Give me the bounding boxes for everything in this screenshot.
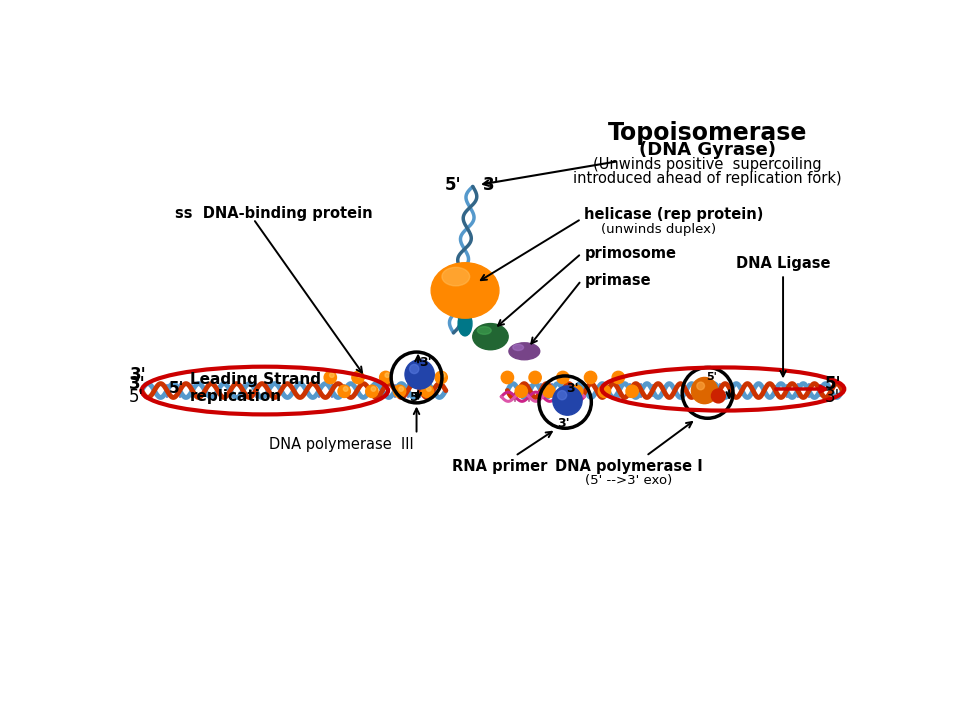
- Circle shape: [407, 372, 420, 384]
- Text: (DNA Gyrase): (DNA Gyrase): [639, 140, 776, 158]
- Text: ss  DNA-binding protein: ss DNA-binding protein: [175, 206, 372, 221]
- Text: 5': 5': [169, 381, 184, 396]
- Circle shape: [413, 373, 418, 377]
- Circle shape: [324, 372, 336, 384]
- Text: (unwinds duplex): (unwinds duplex): [601, 223, 716, 236]
- Text: RNA primer: RNA primer: [452, 459, 547, 474]
- Ellipse shape: [477, 327, 492, 334]
- Text: 3': 3': [825, 387, 840, 405]
- Circle shape: [410, 364, 419, 374]
- Circle shape: [435, 372, 447, 384]
- Circle shape: [697, 382, 705, 390]
- Text: DNA polymerase I: DNA polymerase I: [555, 459, 703, 474]
- Circle shape: [501, 372, 514, 384]
- Ellipse shape: [431, 263, 499, 318]
- Circle shape: [366, 385, 378, 397]
- Text: helicase (rep protein): helicase (rep protein): [585, 207, 764, 222]
- Circle shape: [542, 385, 555, 397]
- Ellipse shape: [472, 323, 508, 350]
- Ellipse shape: [513, 344, 523, 351]
- Text: 3': 3': [420, 356, 432, 369]
- Circle shape: [553, 386, 582, 415]
- Text: (Unwinds positive  supercoiling: (Unwinds positive supercoiling: [593, 158, 822, 172]
- Circle shape: [441, 373, 445, 377]
- Circle shape: [516, 385, 527, 397]
- Text: 5': 5': [706, 372, 717, 382]
- Text: 3': 3': [566, 382, 579, 395]
- Circle shape: [558, 390, 566, 400]
- Ellipse shape: [509, 343, 540, 360]
- Circle shape: [711, 389, 726, 403]
- Text: 5': 5': [410, 391, 423, 404]
- Text: 3': 3': [558, 417, 570, 430]
- Text: 5': 5': [444, 176, 461, 194]
- Circle shape: [529, 372, 541, 384]
- Ellipse shape: [458, 311, 472, 336]
- Text: 5': 5': [825, 375, 841, 393]
- Circle shape: [379, 372, 392, 384]
- Text: primase: primase: [585, 273, 651, 288]
- Text: Topoisomerase: Topoisomerase: [608, 120, 807, 145]
- Circle shape: [394, 385, 406, 397]
- Circle shape: [398, 387, 403, 392]
- Circle shape: [691, 377, 718, 404]
- Circle shape: [612, 372, 624, 384]
- Text: primosome: primosome: [585, 246, 677, 261]
- Circle shape: [585, 372, 597, 384]
- Circle shape: [557, 372, 569, 384]
- Circle shape: [626, 385, 638, 397]
- Circle shape: [570, 385, 583, 397]
- Text: DNA Ligase: DNA Ligase: [735, 256, 830, 271]
- Text: 3': 3': [483, 176, 499, 194]
- Circle shape: [329, 373, 334, 377]
- Circle shape: [385, 373, 390, 377]
- Text: Leading Strand
replication: Leading Strand replication: [190, 372, 322, 405]
- Circle shape: [352, 372, 364, 384]
- Circle shape: [357, 373, 362, 377]
- Text: 3': 3': [131, 366, 147, 384]
- Text: 5': 5': [129, 387, 144, 405]
- Circle shape: [598, 385, 611, 397]
- Text: introduced ahead of replication fork): introduced ahead of replication fork): [573, 171, 842, 186]
- Circle shape: [372, 387, 375, 392]
- Circle shape: [338, 385, 350, 397]
- Text: 3': 3': [129, 375, 145, 393]
- Ellipse shape: [442, 267, 469, 286]
- Circle shape: [344, 387, 348, 392]
- Text: DNA polymerase  III: DNA polymerase III: [270, 437, 414, 452]
- Circle shape: [405, 360, 434, 389]
- Text: (5' -->3' exo): (5' -->3' exo): [586, 474, 673, 487]
- Circle shape: [421, 385, 434, 397]
- Circle shape: [426, 387, 431, 392]
